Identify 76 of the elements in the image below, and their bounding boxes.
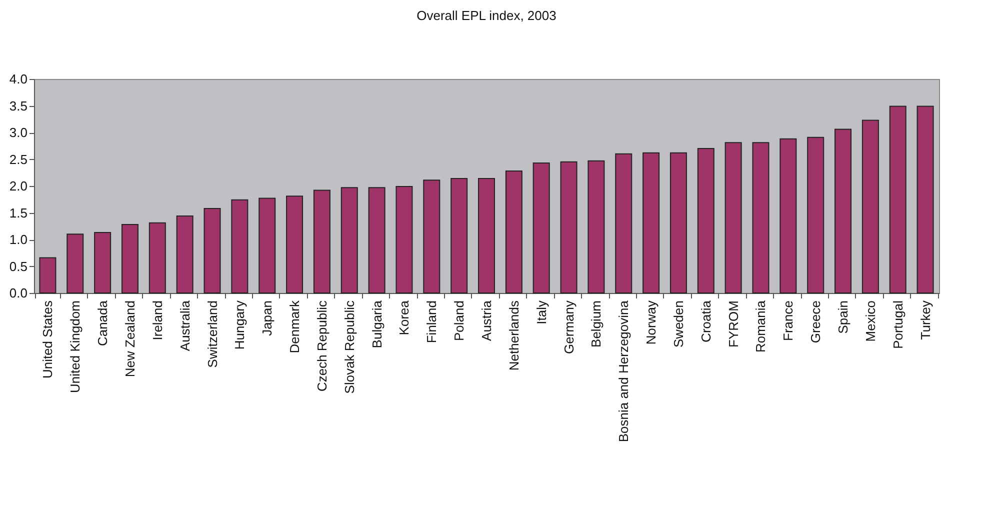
x-tick-label: Bosnia and Herzegovina [616,300,632,442]
bar [258,198,276,294]
bar [66,234,84,294]
chart-title: Overall EPL index, 2003 [416,8,556,23]
x-tick-label: Germany [561,300,576,354]
bar [670,152,687,294]
y-tick-label: 0.5 [9,258,28,274]
bar [94,232,112,294]
y-tick-label: 2.5 [9,152,28,167]
x-tick-label: Norway [644,300,659,345]
x-tick-label: FYROM [726,300,741,348]
x-tick-label: Ireland [150,300,165,340]
x-tick-label: Mexico [862,300,878,342]
y-tick-label: 4.0 [9,72,28,86]
y-tick-label: 1.5 [9,205,28,220]
bar [862,120,879,294]
x-tick-label: Poland [452,300,467,341]
x-tick-label: France [780,300,796,341]
bar [423,180,440,294]
bar [505,170,522,294]
bar [724,142,742,294]
bar [560,161,578,294]
bar [615,153,632,294]
bar [916,106,934,294]
x-tick-label: Turkey [918,300,933,340]
x-tick-label: Denmark [287,300,302,354]
x-tick-label: Hungary [232,300,248,350]
x-tick-label: New Zealand [122,300,138,378]
y-tick-label: 1.0 [9,232,28,247]
x-tick-label: Portugal [890,300,906,349]
x-tick-label: United States [40,300,56,379]
bar [121,224,138,294]
bar [396,186,413,294]
x-tick-label: Sweden [670,300,686,348]
bar [752,142,770,294]
bar [368,187,386,294]
x-tick-label: Korea [396,300,412,336]
x-tick-label: Australia [177,300,192,352]
bar [697,148,714,294]
x-tick-label: Romania [753,300,768,353]
x-tick-label: Austria [479,300,494,341]
y-tick-label: 3.5 [9,98,28,114]
x-tick-label: Czech Republic [314,300,330,392]
bar [313,190,330,294]
bar [286,196,304,294]
y-tick-label: 3.0 [9,125,28,140]
x-tick-label: Italy [534,300,549,324]
bar [340,187,358,294]
x-tick-label: Netherlands [506,300,522,371]
bar [834,128,852,294]
x-tick-label: Belgium [588,300,604,348]
bar [231,199,248,294]
y-tick-label: 0.0 [9,286,28,300]
bar [642,152,660,294]
bar [532,162,550,294]
x-tick-label: Bulgaria [369,300,384,348]
bar [204,208,221,294]
x-tick-label: Slovak Republic [342,300,357,394]
x-tick-label: Japan [260,300,275,336]
bar [176,215,194,294]
x-tick-label: United Kingdom [68,300,83,393]
x-tick-label: Greece [808,300,824,344]
bar [148,222,166,294]
y-tick-label: 2.0 [9,178,28,194]
x-tick-label: Spain [836,300,851,334]
bar [39,257,56,294]
x-tick-label: Finland [424,300,440,344]
bar [450,178,468,294]
bar [478,178,495,294]
bar [780,138,797,294]
bar [807,136,824,294]
x-tick-label: Switzerland [204,300,220,368]
x-tick-label: Canada [95,300,110,346]
bar [889,106,906,294]
x-tick-label: Croatia [698,300,714,342]
bar [588,160,605,294]
